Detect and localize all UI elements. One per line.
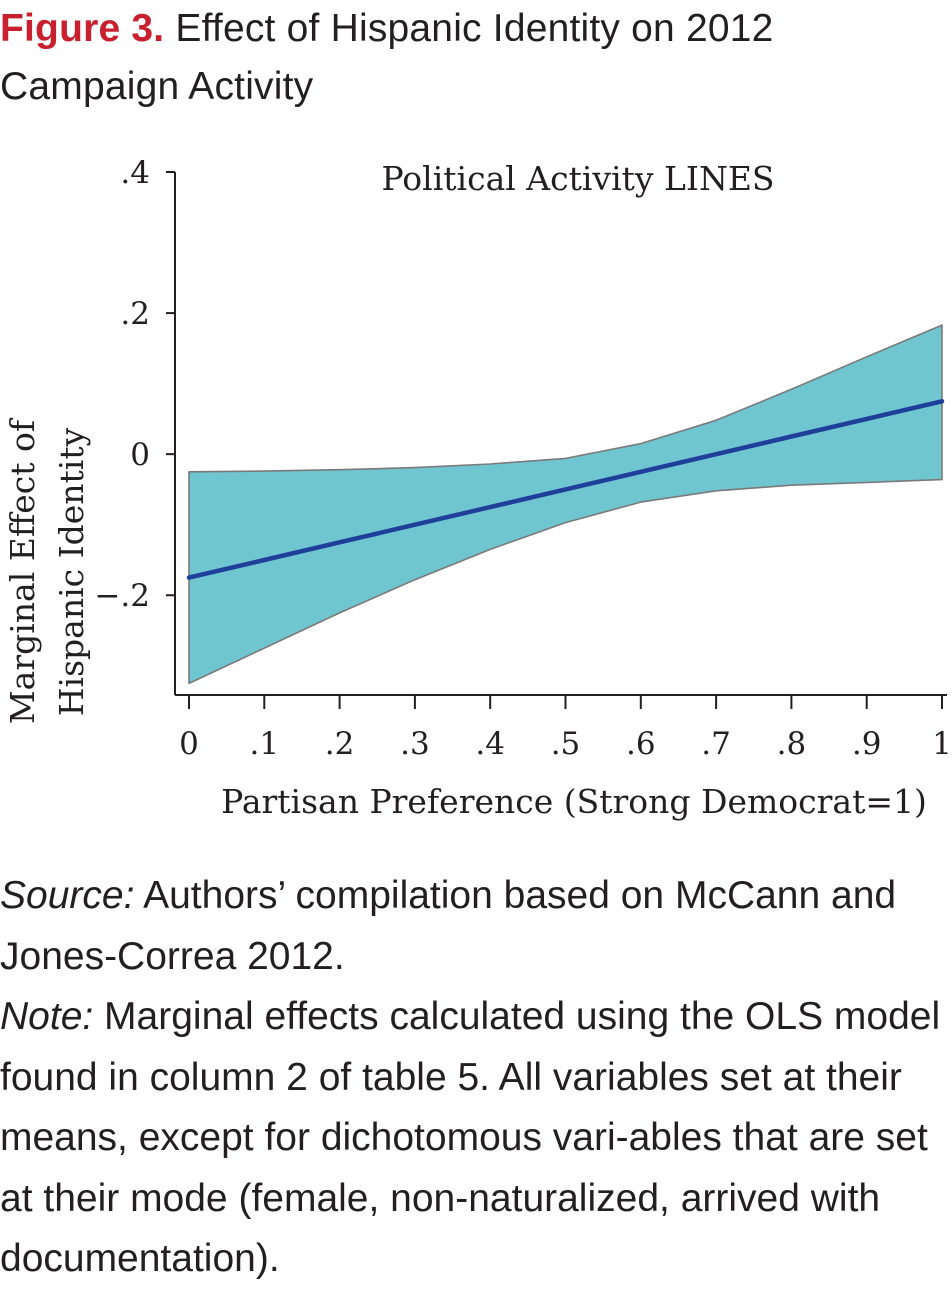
x-tick-label: .2 xyxy=(325,726,355,762)
x-tick-label: .9 xyxy=(852,726,882,762)
panel-title: Political Activity LINES xyxy=(381,159,774,198)
x-tick-label: .4 xyxy=(475,726,505,762)
y-axis-label-line-1: Marginal Effect of xyxy=(3,417,42,724)
x-tick-label: 0 xyxy=(179,726,199,762)
source-label: Source: xyxy=(0,874,135,917)
marginal-effect-chart: .4 .2 0 −.2 0 .1 .2 .3 .4 .5 .6 .7 .8 .9 1 Political A… xyxy=(3,155,952,821)
x-tick-label: .3 xyxy=(400,726,430,762)
figure-label: Figure 3. xyxy=(0,7,165,50)
x-tick-label: .5 xyxy=(551,726,581,762)
figure-title: Effect of Hispanic Identity on 2012 Camp… xyxy=(0,7,774,108)
y-tick-label: −.2 xyxy=(94,578,150,614)
x-tick-label: .8 xyxy=(777,726,807,762)
source-text: Authors’ compilation based on McCann and… xyxy=(0,874,897,978)
marginal-effect-line xyxy=(186,399,945,580)
note-text: Marginal effects calculated using the OL… xyxy=(0,995,941,1280)
x-axis-label: Partisan Preference (Strong Democrat=1) xyxy=(221,782,927,821)
x-tick-label: .1 xyxy=(250,726,280,762)
model-note: Note: Marginal effects calculated using … xyxy=(0,987,945,1290)
confidence-band xyxy=(188,324,943,685)
note-label: Note: xyxy=(0,995,94,1038)
source-note: Source: Authors’ compilation based on Mc… xyxy=(0,866,945,987)
x-tick-label: .6 xyxy=(626,726,656,762)
x-tick-label: 1 xyxy=(932,726,952,762)
y-tick-label: 0 xyxy=(130,437,150,473)
y-axis-label-line-2: Hispanic Identity xyxy=(52,427,91,716)
y-tick-label: .2 xyxy=(120,296,150,332)
figure-notes: Source: Authors’ compilation based on Mc… xyxy=(0,866,945,1290)
figure-caption: Figure 3. Effect of Hispanic Identity on… xyxy=(0,0,940,116)
y-tick-label: .4 xyxy=(120,155,150,191)
x-tick-label: .7 xyxy=(701,726,731,762)
